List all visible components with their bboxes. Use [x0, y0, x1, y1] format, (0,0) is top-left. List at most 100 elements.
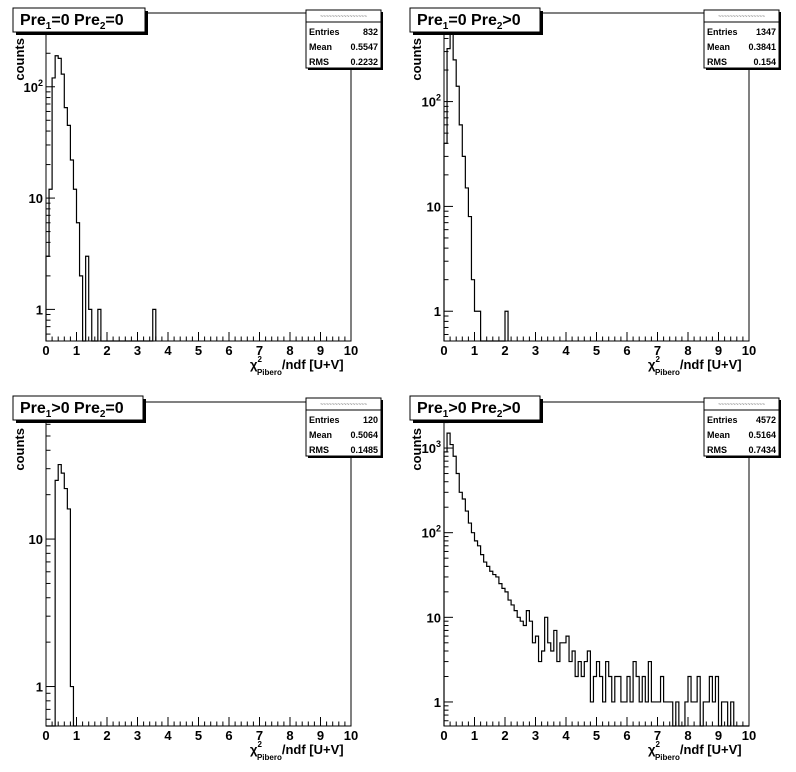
- stats-key: Mean: [707, 430, 730, 440]
- y-tick-label: 1: [36, 680, 43, 695]
- x-tick-label: 4: [164, 343, 172, 358]
- stats-value: 0.154: [753, 57, 776, 67]
- stats-key: RMS: [309, 445, 329, 455]
- x-axis-label: χ2 Pibero/ndf [U+V]: [250, 355, 344, 377]
- plot-frame: [443, 401, 750, 727]
- y-tick-label: 102: [422, 524, 441, 541]
- x-tick-label: 9: [715, 343, 722, 358]
- x-tick-label: 6: [623, 728, 630, 743]
- y-tick-label: 102: [422, 93, 441, 110]
- y-tick-label: 10: [427, 610, 441, 625]
- x-tick-label: 7: [654, 728, 661, 743]
- y-axis-label: counts: [409, 428, 424, 471]
- histogram-panel: 0 1 2 3 4 5 6 7 8 9 10 1 10 counts χ2 Pibero/ndf [U+V] P…: [12, 395, 383, 762]
- stats-key: Mean: [309, 42, 332, 52]
- x-tick-label: 9: [317, 728, 324, 743]
- y-tick-label: 10: [427, 199, 441, 214]
- stats-header: ~~~~~~~~~~~~~~~~: [320, 14, 367, 20]
- x-tick-label: 2: [501, 343, 508, 358]
- stats-value: 0.5064: [350, 430, 378, 440]
- x-tick-label: 3: [134, 343, 141, 358]
- y-axis-label: counts: [409, 38, 424, 81]
- x-tick-label: 6: [623, 343, 630, 358]
- stats-key: Entries: [707, 27, 738, 37]
- x-tick-label: 3: [134, 728, 141, 743]
- histogram-line: [46, 463, 77, 727]
- x-tick-label: 1: [73, 343, 80, 358]
- stats-value: 0.7434: [748, 445, 776, 455]
- y-tick-label: 1: [434, 304, 441, 319]
- x-tick-label: 1: [73, 728, 80, 743]
- x-tick-label: 8: [286, 343, 293, 358]
- x-tick-label: 0: [440, 728, 447, 743]
- stats-key: Entries: [707, 415, 738, 425]
- plot-frame: [443, 12, 750, 342]
- x-tick-label: 8: [684, 728, 691, 743]
- x-tick-label: 7: [654, 343, 661, 358]
- x-tick-label: 3: [532, 728, 539, 743]
- x-tick-label: 0: [440, 343, 447, 358]
- stats-value: 0.1485: [350, 445, 378, 455]
- x-tick-label: 7: [256, 728, 263, 743]
- x-tick-label: 10: [344, 728, 358, 743]
- stats-value: 0.3841: [748, 42, 776, 52]
- stats-box: [305, 9, 382, 69]
- stats-box: [703, 397, 780, 457]
- x-tick-label: 4: [562, 728, 570, 743]
- x-tick-label: 5: [195, 728, 202, 743]
- x-tick-label: 4: [164, 728, 172, 743]
- stats-box: [305, 397, 382, 457]
- y-tick-label: 103: [422, 439, 441, 456]
- x-tick-label: 4: [562, 343, 570, 358]
- stats-value: 0.2232: [350, 57, 378, 67]
- x-tick-label: 9: [715, 728, 722, 743]
- stats-value: 120: [363, 415, 378, 425]
- x-tick-label: 10: [344, 343, 358, 358]
- x-tick-label: 2: [103, 343, 110, 358]
- stats-key: Mean: [309, 430, 332, 440]
- y-tick-label: 1: [434, 695, 441, 710]
- stats-box: [703, 9, 780, 69]
- y-axis-label: counts: [12, 428, 27, 471]
- stats-header: ~~~~~~~~~~~~~~~~: [320, 402, 367, 408]
- x-tick-label: 5: [593, 728, 600, 743]
- x-tick-label: 6: [225, 728, 232, 743]
- stats-header: ~~~~~~~~~~~~~~~~: [718, 14, 765, 20]
- histogram-line: [443, 432, 749, 727]
- x-tick-label: 0: [42, 728, 49, 743]
- panel-title: Pre1>0 Pre2=0: [20, 400, 124, 420]
- x-tick-label: 5: [195, 343, 202, 358]
- x-axis-label: χ2 Pibero/ndf [U+V]: [648, 740, 742, 762]
- stats-key: RMS: [309, 57, 329, 67]
- panel-title: Pre1=0 Pre2=0: [20, 12, 124, 32]
- panel-title: Pre1=0 Pre2>0: [417, 12, 521, 32]
- y-tick-label: 102: [24, 78, 43, 95]
- x-tick-label: 2: [501, 728, 508, 743]
- title-box: [409, 7, 541, 33]
- x-tick-label: 2: [103, 728, 110, 743]
- y-tick-label: 10: [29, 532, 43, 547]
- stats-header: ~~~~~~~~~~~~~~~~: [718, 402, 765, 408]
- title-box: [12, 395, 144, 421]
- x-tick-label: 7: [256, 343, 263, 358]
- x-axis-label: χ2 Pibero/ndf [U+V]: [250, 740, 344, 762]
- histogram-line: [443, 29, 509, 342]
- stats-key: Entries: [309, 27, 340, 37]
- x-tick-label: 3: [532, 343, 539, 358]
- stats-value: 4572: [756, 415, 776, 425]
- stats-key: Entries: [309, 415, 340, 425]
- histogram-line: [45, 55, 157, 342]
- x-tick-label: 9: [317, 343, 324, 358]
- x-tick-label: 8: [286, 728, 293, 743]
- x-tick-label: 10: [742, 728, 756, 743]
- x-tick-label: 8: [684, 343, 691, 358]
- x-tick-label: 5: [593, 343, 600, 358]
- stats-value: 1347: [756, 27, 776, 37]
- stats-key: RMS: [707, 57, 727, 67]
- stats-value: 0.5547: [350, 42, 378, 52]
- x-axis-label: χ2 Pibero/ndf [U+V]: [648, 355, 742, 377]
